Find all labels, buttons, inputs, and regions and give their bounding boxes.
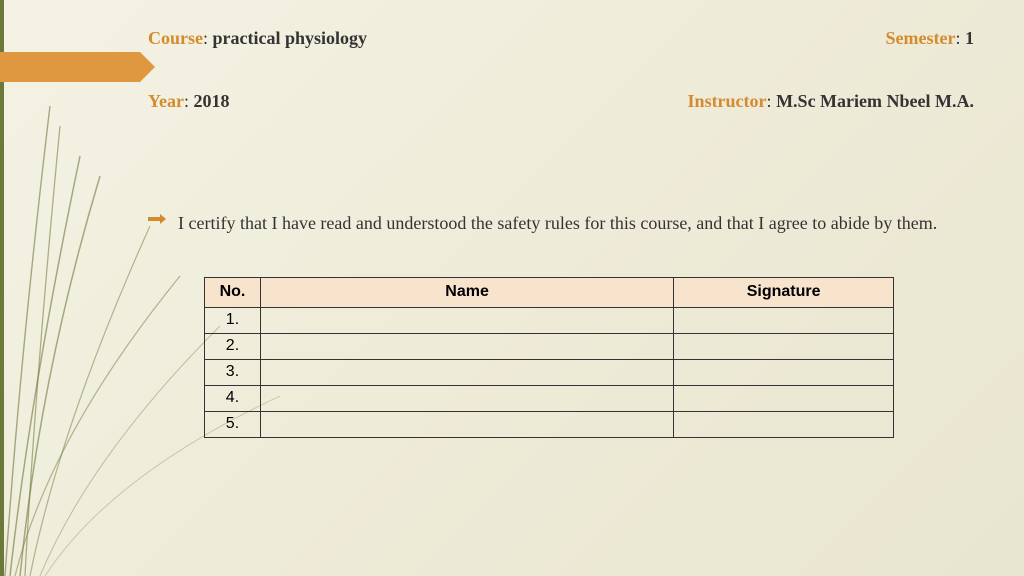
cell-signature bbox=[674, 385, 894, 411]
course-value: practical physiology bbox=[213, 28, 368, 48]
cell-name bbox=[260, 333, 673, 359]
certification-text: I certify that I have read and understoo… bbox=[148, 200, 974, 247]
table-row: 2. bbox=[205, 333, 894, 359]
cell-no: 3. bbox=[205, 359, 261, 385]
table-row: 5. bbox=[205, 411, 894, 437]
cell-signature bbox=[674, 411, 894, 437]
table-header-row: No. Name Signature bbox=[205, 277, 894, 307]
certification-body: I certify that I have read and understoo… bbox=[178, 213, 937, 233]
course-field: Course: practical physiology bbox=[148, 28, 367, 49]
cell-signature bbox=[674, 333, 894, 359]
semester-value: 1 bbox=[965, 28, 974, 48]
header-row-1: Course: practical physiology Semester: 1 bbox=[148, 28, 974, 49]
left-border bbox=[0, 0, 4, 576]
cell-no: 1. bbox=[205, 307, 261, 333]
col-header-no: No. bbox=[205, 277, 261, 307]
table-row: 3. bbox=[205, 359, 894, 385]
cell-name bbox=[260, 411, 673, 437]
table-row: 1. bbox=[205, 307, 894, 333]
cell-signature bbox=[674, 307, 894, 333]
year-label: Year bbox=[148, 91, 184, 111]
signature-table-wrap: No. Name Signature 1. 2. 3. bbox=[204, 277, 894, 438]
course-label: Course bbox=[148, 28, 203, 48]
cell-name bbox=[260, 359, 673, 385]
instructor-label: Instructor bbox=[688, 91, 767, 111]
year-value: 2018 bbox=[194, 91, 230, 111]
col-header-name: Name bbox=[260, 277, 673, 307]
instructor-value: M.Sc Mariem Nbeel M.A. bbox=[776, 91, 974, 111]
cell-signature bbox=[674, 359, 894, 385]
accent-tab bbox=[0, 52, 140, 82]
year-field: Year: 2018 bbox=[148, 91, 230, 112]
signature-table: No. Name Signature 1. 2. 3. bbox=[204, 277, 894, 438]
semester-label: Semester bbox=[886, 28, 956, 48]
cell-name bbox=[260, 385, 673, 411]
cell-no: 4. bbox=[205, 385, 261, 411]
content-area: Course: practical physiology Semester: 1… bbox=[148, 28, 974, 438]
table-row: 4. bbox=[205, 385, 894, 411]
cell-name bbox=[260, 307, 673, 333]
semester-field: Semester: 1 bbox=[886, 28, 974, 49]
cell-no: 5. bbox=[205, 411, 261, 437]
instructor-field: Instructor: M.Sc Mariem Nbeel M.A. bbox=[688, 91, 974, 112]
col-header-signature: Signature bbox=[674, 277, 894, 307]
cell-no: 2. bbox=[205, 333, 261, 359]
bullet-icon bbox=[148, 214, 166, 224]
header-row-2: Year: 2018 Instructor: M.Sc Mariem Nbeel… bbox=[148, 91, 974, 112]
